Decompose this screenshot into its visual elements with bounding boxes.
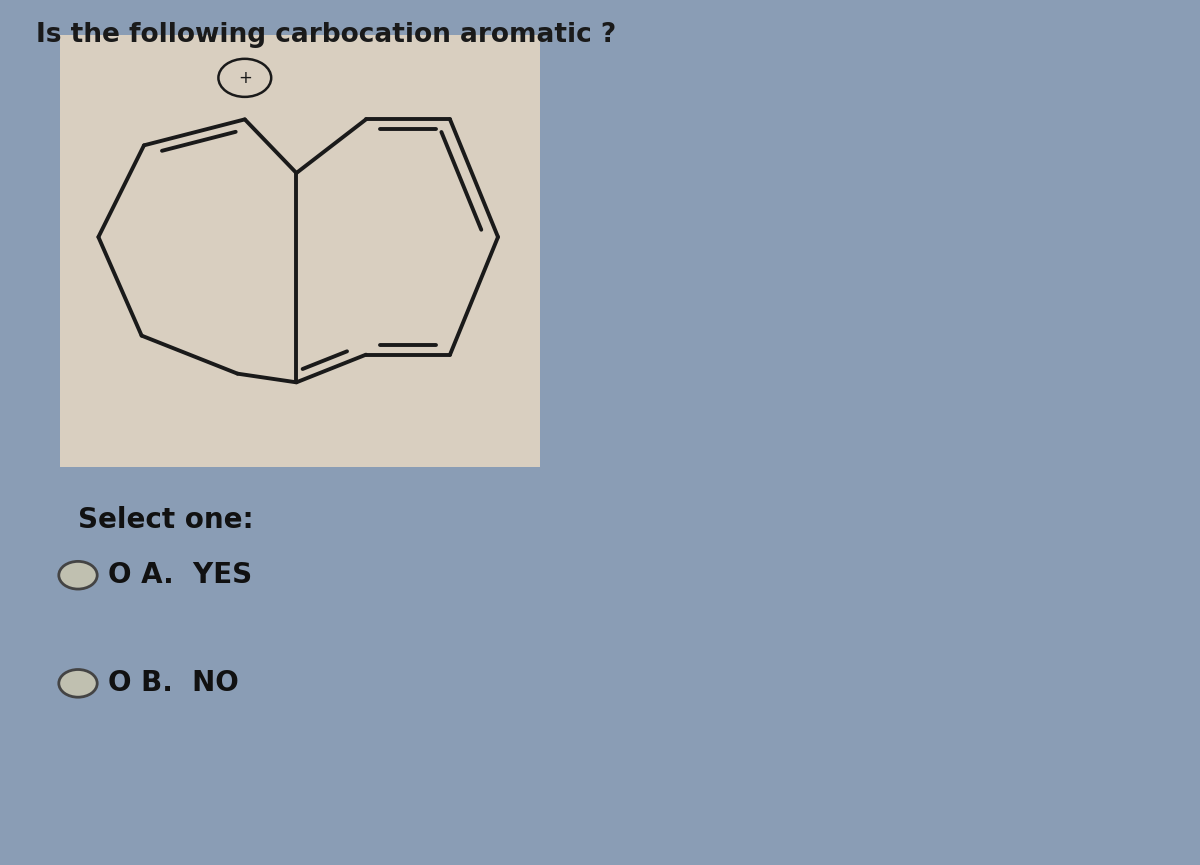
- Text: Select one:: Select one:: [78, 506, 253, 534]
- Text: +: +: [238, 69, 252, 86]
- Circle shape: [59, 561, 97, 589]
- Text: Is the following carbocation aromatic ?: Is the following carbocation aromatic ?: [36, 22, 617, 48]
- Text: O B.  NO: O B. NO: [108, 670, 239, 697]
- Circle shape: [59, 670, 97, 697]
- Text: O A.  YES: O A. YES: [108, 561, 252, 589]
- Bar: [60, 35, 540, 467]
